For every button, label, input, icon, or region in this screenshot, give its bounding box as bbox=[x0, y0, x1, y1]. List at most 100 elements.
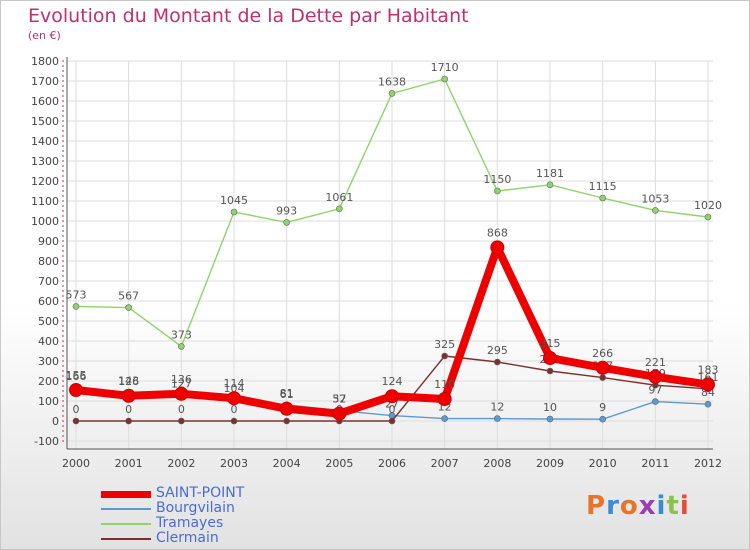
y-tick-label: 100 bbox=[38, 395, 59, 408]
y-tick-label: 600 bbox=[38, 295, 59, 308]
data-label: 124 bbox=[382, 375, 403, 388]
data-point bbox=[546, 415, 554, 423]
data-label: 136 bbox=[171, 373, 192, 386]
data-label: 266 bbox=[592, 347, 613, 360]
data-label: 12 bbox=[490, 401, 504, 414]
y-tick-label: -100 bbox=[34, 435, 59, 448]
x-tick-label: 2010 bbox=[589, 457, 617, 470]
data-label: 1710 bbox=[431, 61, 459, 74]
data-label: 325 bbox=[434, 338, 455, 351]
logo-letter: t bbox=[666, 491, 680, 521]
y-tick-label: 500 bbox=[38, 315, 59, 328]
data-label: 61 bbox=[280, 388, 294, 401]
data-point bbox=[652, 398, 659, 405]
data-label: 0 bbox=[389, 403, 396, 416]
data-label: 143 bbox=[118, 374, 139, 387]
data-point bbox=[385, 389, 399, 404]
x-tick-label: 2007 bbox=[431, 457, 459, 470]
data-label: 0 bbox=[73, 403, 80, 416]
data-label: 868 bbox=[487, 226, 508, 239]
data-point bbox=[595, 360, 610, 375]
data-label: 9 bbox=[599, 401, 606, 414]
x-tick-label: 2002 bbox=[167, 457, 195, 470]
data-point bbox=[441, 75, 448, 83]
legend-swatch bbox=[101, 490, 151, 498]
data-point bbox=[69, 383, 83, 397]
logo-letter: P bbox=[586, 491, 607, 521]
data-point bbox=[494, 187, 501, 195]
data-point bbox=[279, 401, 294, 416]
data-point bbox=[546, 181, 554, 189]
data-point bbox=[283, 219, 290, 226]
data-point bbox=[388, 417, 396, 425]
y-tick-label: 1300 bbox=[31, 155, 59, 168]
x-tick-label: 2006 bbox=[378, 457, 406, 470]
data-label: 1045 bbox=[220, 194, 248, 207]
data-point bbox=[72, 303, 80, 310]
logo-letter: i bbox=[656, 491, 667, 521]
y-tick-label: 200 bbox=[38, 375, 59, 388]
data-label: 81 bbox=[280, 387, 294, 400]
x-tick-label: 2011 bbox=[641, 457, 669, 470]
data-point bbox=[704, 400, 712, 408]
data-label: 1181 bbox=[536, 167, 564, 180]
legend-swatch bbox=[101, 508, 151, 510]
legend-label: Clermain bbox=[156, 530, 219, 546]
proxiti-logo: Proxiti bbox=[586, 491, 690, 521]
legend-swatch bbox=[101, 538, 151, 540]
data-label: 104 bbox=[224, 382, 245, 395]
y-tick-label: 700 bbox=[38, 275, 59, 288]
x-tick-label: 2005 bbox=[325, 457, 353, 470]
x-tick-label: 2008 bbox=[483, 457, 511, 470]
data-point bbox=[599, 415, 606, 423]
data-point bbox=[648, 369, 663, 384]
legend-label: Bourgvilain bbox=[156, 500, 235, 516]
y-tick-label: 1700 bbox=[31, 75, 59, 88]
x-tick-label: 2009 bbox=[536, 457, 564, 470]
x-tick-label: 2000 bbox=[62, 457, 90, 470]
y-tick-label: 0 bbox=[52, 415, 59, 428]
y-tick-label: 1400 bbox=[31, 135, 59, 148]
data-label: 97 bbox=[648, 384, 662, 397]
data-label: 0 bbox=[125, 403, 132, 416]
y-tick-label: 900 bbox=[38, 235, 59, 248]
logo-letter: x bbox=[638, 491, 657, 521]
data-point bbox=[72, 417, 80, 425]
data-label: 1638 bbox=[378, 75, 406, 88]
data-label: 52 bbox=[332, 393, 346, 406]
y-tick-label: 1500 bbox=[31, 115, 59, 128]
data-point bbox=[230, 417, 238, 425]
y-tick-label: 1800 bbox=[31, 55, 59, 68]
x-tick-label: 2004 bbox=[273, 457, 301, 470]
x-tick-label: 2003 bbox=[220, 457, 248, 470]
data-point bbox=[227, 391, 241, 406]
data-point bbox=[283, 417, 290, 425]
data-label: 373 bbox=[171, 328, 192, 341]
data-point bbox=[599, 194, 606, 202]
x-tick-label: 2001 bbox=[115, 457, 143, 470]
data-label: 1150 bbox=[483, 173, 511, 186]
data-point bbox=[543, 351, 557, 365]
data-point bbox=[701, 377, 715, 392]
data-point bbox=[125, 304, 132, 311]
data-point bbox=[388, 90, 396, 97]
data-label: 10 bbox=[543, 401, 557, 414]
data-label: 127 bbox=[171, 378, 192, 391]
data-point bbox=[174, 386, 189, 401]
data-label: 110 bbox=[434, 378, 455, 391]
data-label: 1020 bbox=[694, 199, 722, 212]
logo-letter: r bbox=[606, 491, 620, 521]
logo-letter: o bbox=[619, 491, 639, 521]
chart-title: Evolution du Montant de la Dette par Hab… bbox=[28, 5, 469, 27]
data-point bbox=[178, 417, 185, 425]
data-label: 166 bbox=[66, 370, 87, 383]
data-label: 1115 bbox=[589, 180, 617, 193]
data-point bbox=[704, 213, 712, 221]
y-tick-label: 1600 bbox=[31, 95, 59, 108]
data-label: 993 bbox=[276, 204, 297, 217]
data-label: 315 bbox=[540, 337, 561, 350]
data-point bbox=[652, 207, 659, 214]
data-point bbox=[178, 343, 185, 350]
data-label: 0 bbox=[178, 403, 185, 416]
